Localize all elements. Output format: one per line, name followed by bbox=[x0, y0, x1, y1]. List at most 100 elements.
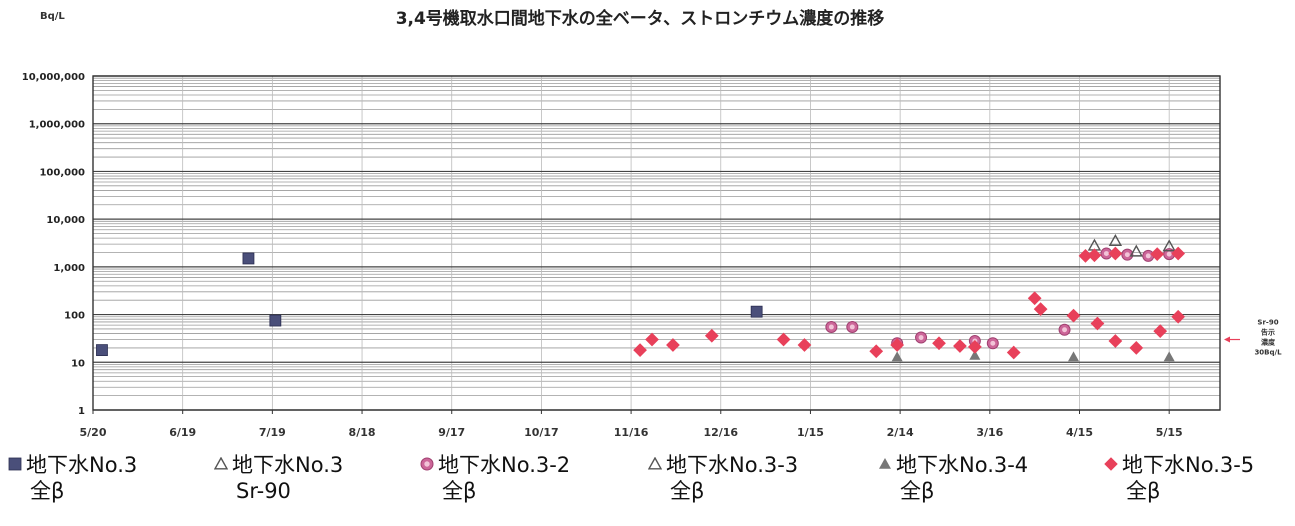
data-point-triangle-open bbox=[1108, 233, 1123, 246]
x-tick-label: 7/19 bbox=[259, 426, 286, 439]
legend-series-measure: 全β bbox=[670, 479, 705, 503]
data-point-square bbox=[750, 305, 763, 318]
x-tick-labels: 5/20 6/19 7/19 8/18 9/17 10/17 11/16 12/16 1/15 2… bbox=[80, 426, 1183, 439]
legend-triangle-icon bbox=[879, 458, 891, 469]
data-point-diamond bbox=[890, 338, 905, 352]
legend-square-icon bbox=[8, 457, 22, 471]
annotation-text-line: 告示 bbox=[1261, 328, 1275, 337]
legend-triangle-open-icon bbox=[214, 457, 228, 470]
legend-item: 地下水No.3-4 全β bbox=[878, 452, 1028, 504]
data-point-triangle bbox=[969, 349, 981, 360]
legend: 地下水No.3 全β 地下水No.3 Sr-90 地下水No.3-2 全β 地下水No.3-… bbox=[0, 452, 1295, 526]
legend-series-measure: 全β bbox=[1126, 479, 1161, 503]
data-point-diamond bbox=[1078, 248, 1093, 263]
legend-series-measure: 全β bbox=[30, 479, 65, 503]
data-point-diamond bbox=[932, 336, 946, 351]
data-point-diamond bbox=[1006, 345, 1021, 360]
annotation-text-line: Sr-90 bbox=[1257, 319, 1278, 327]
annotation-text-line: 30Bq/L bbox=[1254, 349, 1282, 357]
legend-series-name: 地下水No.3-5 bbox=[1122, 453, 1255, 477]
y-tick-label: 10 bbox=[71, 358, 85, 369]
grid-lines bbox=[92, 75, 1220, 411]
legend-series-name: 地下水No.3-2 bbox=[438, 453, 571, 477]
y-axis-unit-label: Bq/L bbox=[40, 11, 65, 22]
legend-item: 地下水No.3 Sr-90 bbox=[214, 452, 343, 504]
legend-series-name: 地下水No.3 bbox=[232, 453, 344, 477]
y-tick-label: 1 bbox=[78, 406, 85, 417]
data-point-diamond bbox=[776, 332, 791, 347]
data-point-diamond bbox=[704, 328, 719, 343]
x-tick-label: 10/17 bbox=[524, 426, 559, 439]
x-tick-label: 12/16 bbox=[703, 426, 738, 439]
y-tick-label: 100,000 bbox=[39, 167, 85, 178]
data-point-diamond bbox=[797, 338, 812, 352]
x-tick-label: 9/17 bbox=[438, 426, 465, 439]
data-point-triangle-open bbox=[1162, 239, 1176, 252]
data-point-diamond bbox=[633, 343, 647, 357]
y-tick-label: 1,000,000 bbox=[29, 120, 85, 131]
x-tick-label: 5/20 bbox=[80, 426, 107, 439]
legend-item: 地下水No.3-5 全β bbox=[1104, 452, 1254, 504]
x-tick-label: 4/15 bbox=[1066, 426, 1093, 439]
data-point-circle bbox=[825, 320, 838, 333]
data-point-diamond bbox=[666, 338, 680, 352]
y-tick-label: 10,000,000 bbox=[22, 72, 85, 83]
legend-series-measure: 全β bbox=[442, 479, 477, 503]
data-point-circle bbox=[915, 331, 928, 344]
data-point-diamond bbox=[1129, 341, 1144, 355]
data-point-circle bbox=[1121, 248, 1134, 261]
annotation-text-line: 濃度 bbox=[1261, 338, 1276, 347]
annotation-arrow-head bbox=[1224, 336, 1230, 343]
x-tick-label: 5/15 bbox=[1156, 426, 1183, 439]
legend-series-name: 地下水No.3-4 bbox=[896, 453, 1029, 477]
data-point-diamond bbox=[869, 344, 884, 359]
data-point-diamond bbox=[1066, 308, 1081, 323]
legend-series-measure: 全β bbox=[900, 479, 935, 503]
data-point-diamond bbox=[1108, 246, 1123, 261]
y-tick-label: 10,000 bbox=[46, 215, 85, 226]
y-tick-label: 1,000 bbox=[53, 263, 85, 274]
legend-triangle-open-icon bbox=[648, 457, 662, 470]
data-point-circle bbox=[1142, 249, 1155, 262]
data-point-circle bbox=[1058, 323, 1071, 336]
data-point-square bbox=[269, 314, 282, 327]
data-point-diamond bbox=[1108, 334, 1123, 348]
y-tick-label: 100 bbox=[64, 311, 85, 322]
data-point-circle bbox=[1100, 247, 1113, 260]
data-point-square bbox=[242, 252, 255, 265]
y-tick-labels: 10,000,000 1,000,000 100,000 10,000 1,000 100… bbox=[22, 72, 85, 417]
x-tick-label: 11/16 bbox=[614, 426, 649, 439]
data-point-diamond bbox=[967, 340, 982, 354]
data-point-triangle bbox=[891, 351, 903, 362]
data-point-diamond bbox=[1171, 246, 1186, 261]
x-tick-label: 1/15 bbox=[797, 426, 824, 439]
data-point-diamond bbox=[953, 339, 967, 353]
x-tick-label: 6/19 bbox=[169, 426, 196, 439]
legend-series-measure: Sr-90 bbox=[236, 479, 291, 503]
legend-diamond-icon bbox=[1104, 457, 1118, 471]
data-point-diamond bbox=[1087, 248, 1102, 263]
data-points bbox=[96, 233, 1186, 362]
data-point-square bbox=[96, 344, 108, 357]
plot-frame bbox=[92, 75, 1221, 411]
legend-circle-icon bbox=[420, 457, 434, 471]
legend-item: 地下水No.3-3 全β bbox=[648, 452, 798, 504]
axes bbox=[92, 75, 1221, 414]
legend-series-name: 地下水No.3 bbox=[26, 453, 138, 477]
data-point-triangle-open bbox=[1129, 244, 1143, 257]
legend-item: 地下水No.3-2 全β bbox=[420, 452, 570, 504]
x-tick-label: 3/16 bbox=[976, 426, 1003, 439]
data-point-diamond bbox=[1033, 302, 1048, 317]
data-point-diamond bbox=[645, 332, 659, 347]
data-point-triangle bbox=[1068, 351, 1080, 362]
data-point-diamond bbox=[1153, 324, 1168, 338]
chart-title: 3,4号機取水口間地下水の全ベータ、ストロンチウム濃度の推移 bbox=[396, 8, 885, 29]
x-tick-label: 8/18 bbox=[349, 426, 376, 439]
chart-canvas: 3,4号機取水口間地下水の全ベータ、ストロンチウム濃度の推移 Bq/L 10,0… bbox=[22, 8, 1282, 439]
data-point-diamond bbox=[1090, 316, 1105, 331]
x-tick-label: 2/14 bbox=[887, 426, 914, 439]
data-point-diamond bbox=[1150, 247, 1165, 261]
data-point-triangle bbox=[1163, 351, 1175, 362]
data-point-circle bbox=[846, 320, 859, 333]
